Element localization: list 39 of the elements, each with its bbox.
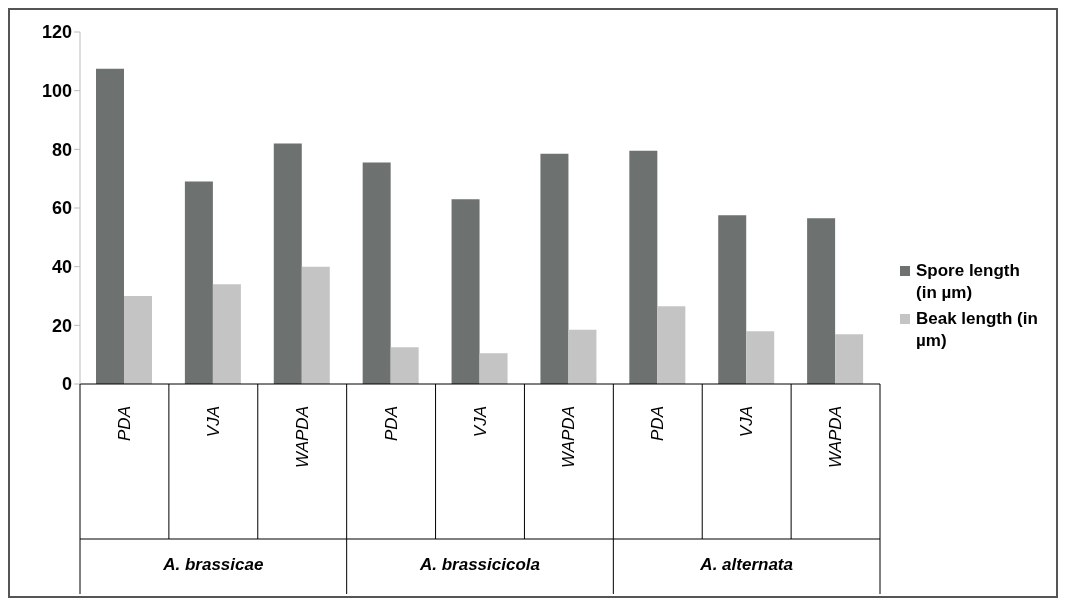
x-tick-label: VJA xyxy=(737,406,757,438)
x-tick-label: PDA xyxy=(381,406,401,441)
bar xyxy=(184,181,213,384)
x-tick-label: WAPDA xyxy=(559,406,579,469)
bar xyxy=(718,215,747,384)
x-tick-label: PDA xyxy=(648,406,668,441)
bar xyxy=(479,353,508,384)
y-tick-label: 40 xyxy=(51,257,72,278)
text: A. alternata xyxy=(699,555,793,574)
bar xyxy=(212,284,241,384)
legend-label: Beak length (in µm) xyxy=(916,308,1039,352)
legend-label: Spore length (in µm) xyxy=(916,260,1021,304)
bar xyxy=(124,296,152,384)
y-tick-label: 0 xyxy=(61,374,72,395)
x-tick-label: VJA xyxy=(203,406,223,438)
y-tick-label: 100 xyxy=(41,81,72,102)
bar xyxy=(835,334,864,384)
bar xyxy=(629,150,658,384)
bar xyxy=(807,218,836,384)
bar xyxy=(301,266,330,384)
bar xyxy=(390,347,419,384)
bar xyxy=(657,306,686,384)
x-tick-label: WAPDA xyxy=(292,406,312,469)
y-tick-label: 20 xyxy=(51,315,72,336)
bar xyxy=(96,68,124,384)
x-tick-label: PDA xyxy=(114,406,134,441)
x-tick-label: VJA xyxy=(470,406,490,438)
y-tick-label: 120 xyxy=(41,22,72,43)
x-tick-label: WAPDA xyxy=(826,406,846,469)
bar xyxy=(451,199,480,384)
bar xyxy=(273,143,302,384)
text: A. brassicae xyxy=(162,555,264,574)
y-tick-label: 60 xyxy=(51,198,72,219)
text: A. brassicicola xyxy=(418,555,541,574)
bar xyxy=(540,153,569,384)
bar xyxy=(568,329,597,384)
y-tick-label: 80 xyxy=(51,139,72,160)
bar xyxy=(362,162,391,384)
bar xyxy=(746,331,775,384)
